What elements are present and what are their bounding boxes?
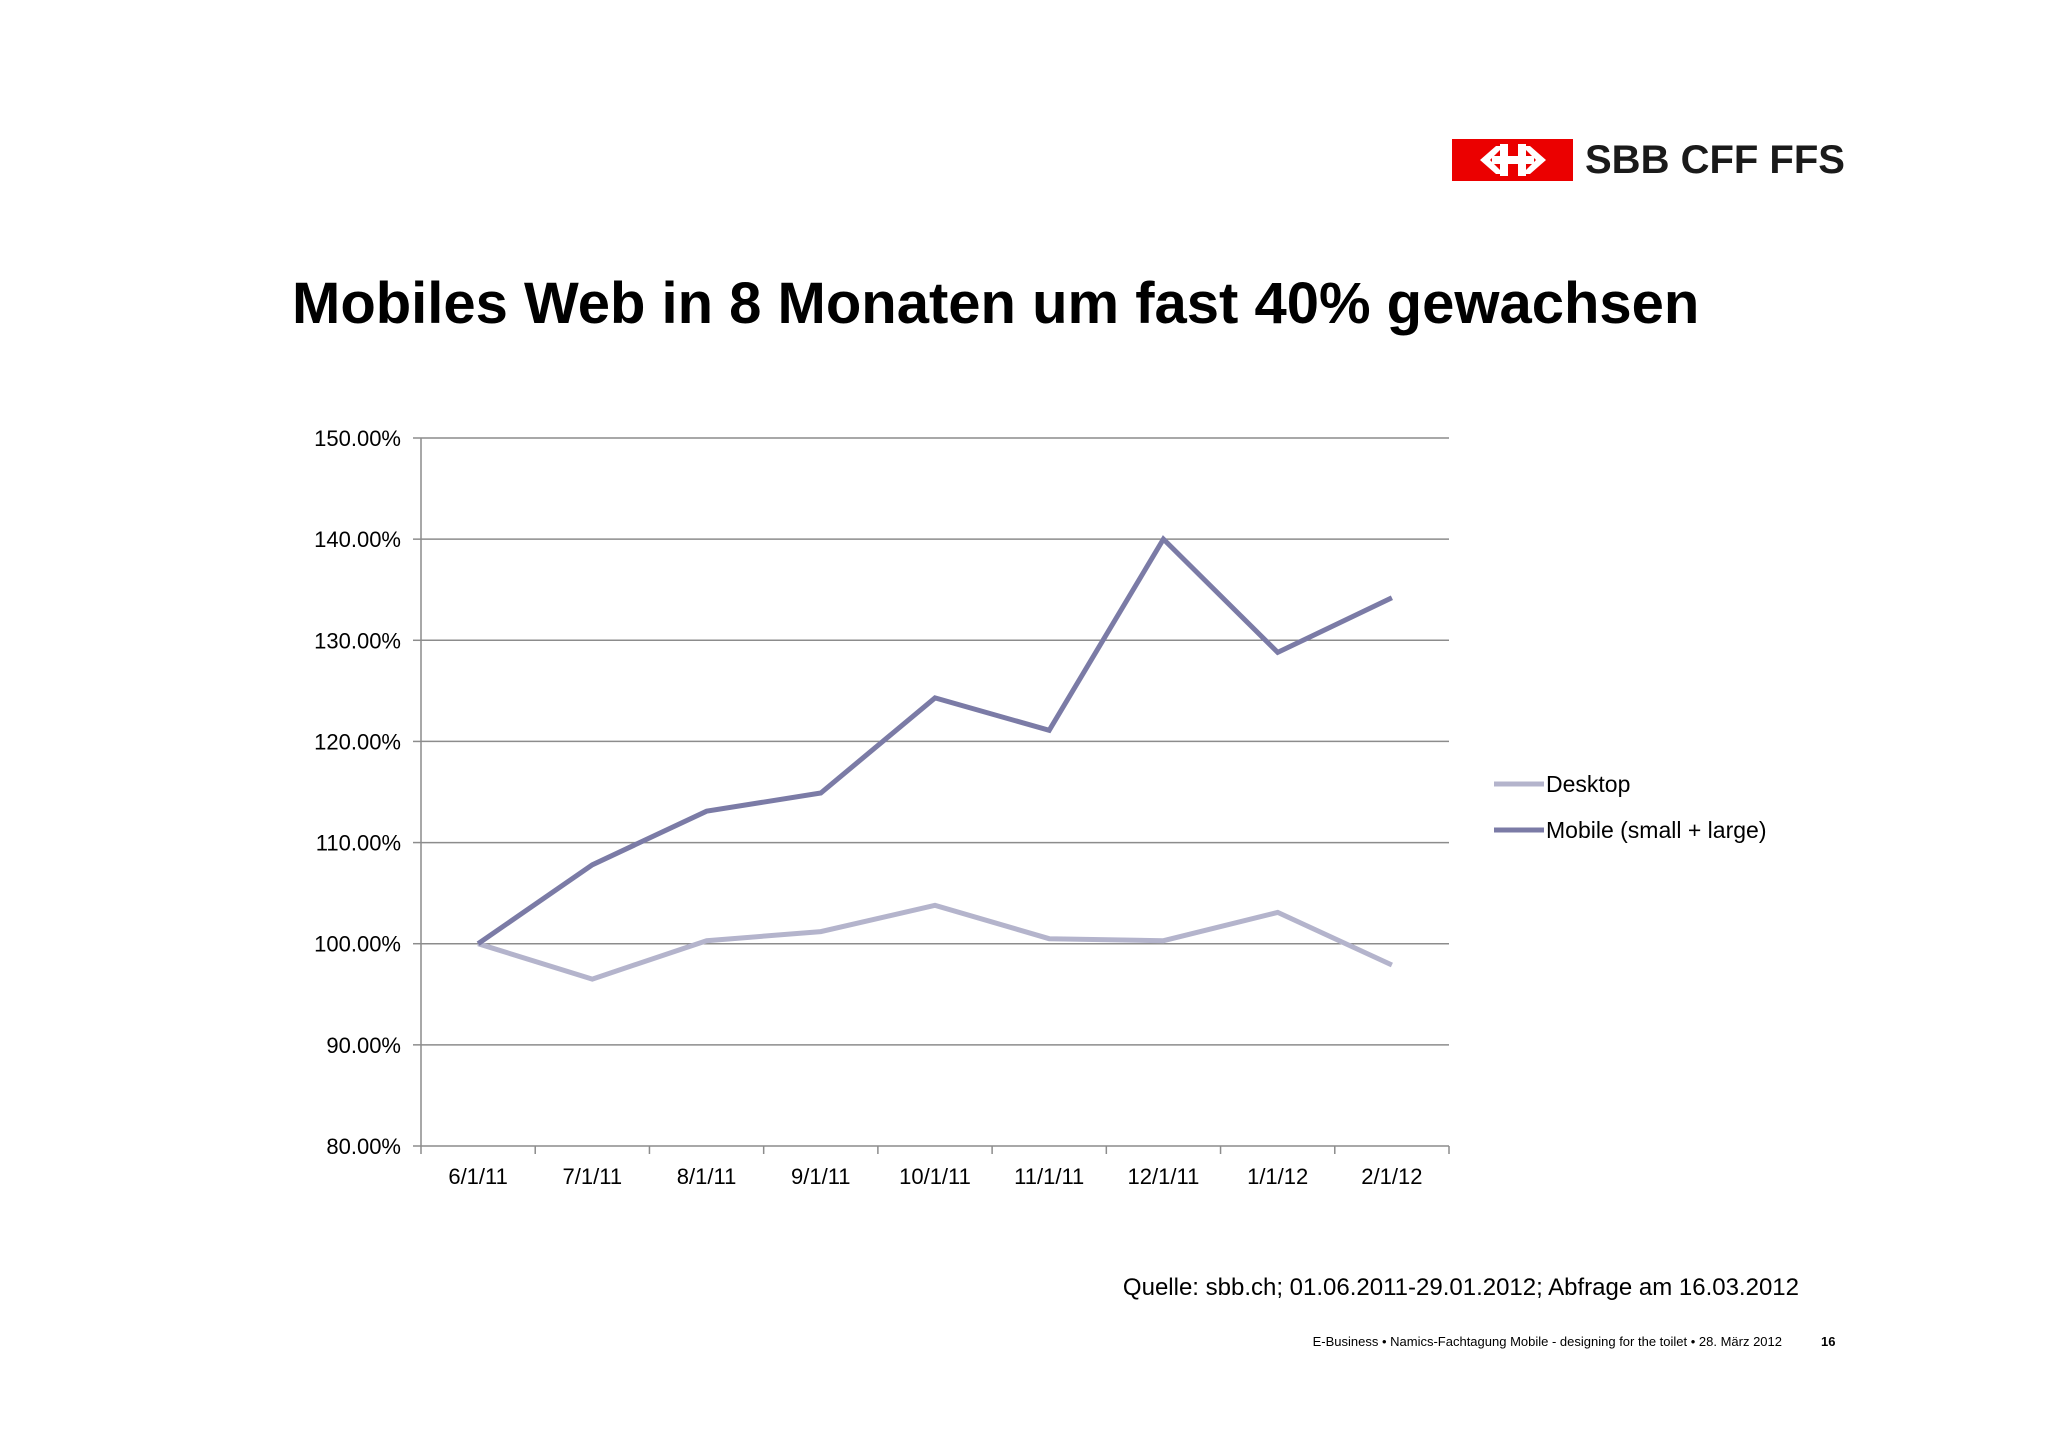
legend-label: Mobile (small + large)	[1546, 817, 1767, 843]
y-tick-label: 140.00%	[314, 527, 401, 552]
y-tick-label: 100.00%	[314, 932, 401, 957]
legend-label: Desktop	[1546, 771, 1630, 797]
logo-wordmark: SBB CFF FFS	[1585, 138, 1845, 182]
x-tick-label: 6/1/11	[448, 1164, 508, 1189]
x-tick-label: 2/1/12	[1361, 1164, 1422, 1189]
swiss-railway-arrows-icon	[1452, 139, 1573, 181]
x-tick-label: 12/1/11	[1128, 1164, 1200, 1189]
slide-title: Mobiles Web in 8 Monaten um fast 40% gew…	[292, 271, 1700, 336]
x-tick-label: 11/1/11	[1014, 1164, 1084, 1189]
source-note: Quelle: sbb.ch; 01.06.2011-29.01.2012; A…	[1122, 1274, 1799, 1301]
page-number: 16	[1821, 1334, 1836, 1349]
sbb-logo: SBB CFF FFS	[1452, 139, 1845, 181]
y-tick-label: 150.00%	[314, 426, 401, 451]
y-tick-label: 80.00%	[326, 1134, 401, 1159]
x-tick-label: 1/1/12	[1247, 1164, 1308, 1189]
x-tick-label: 8/1/11	[677, 1164, 737, 1189]
y-tick-label: 130.00%	[314, 628, 401, 653]
x-tick-label: 10/1/11	[899, 1164, 971, 1189]
y-tick-label: 120.00%	[314, 729, 401, 754]
series-line-desktop	[477, 902, 1393, 982]
x-tick-label: 9/1/11	[791, 1164, 851, 1189]
footer-text: E-Business • Namics-Fachtagung Mobile - …	[1312, 1334, 1782, 1349]
x-tick-label: 7/1/11	[563, 1164, 623, 1189]
y-tick-label: 90.00%	[326, 1033, 401, 1058]
y-tick-label: 110.00%	[316, 831, 401, 856]
